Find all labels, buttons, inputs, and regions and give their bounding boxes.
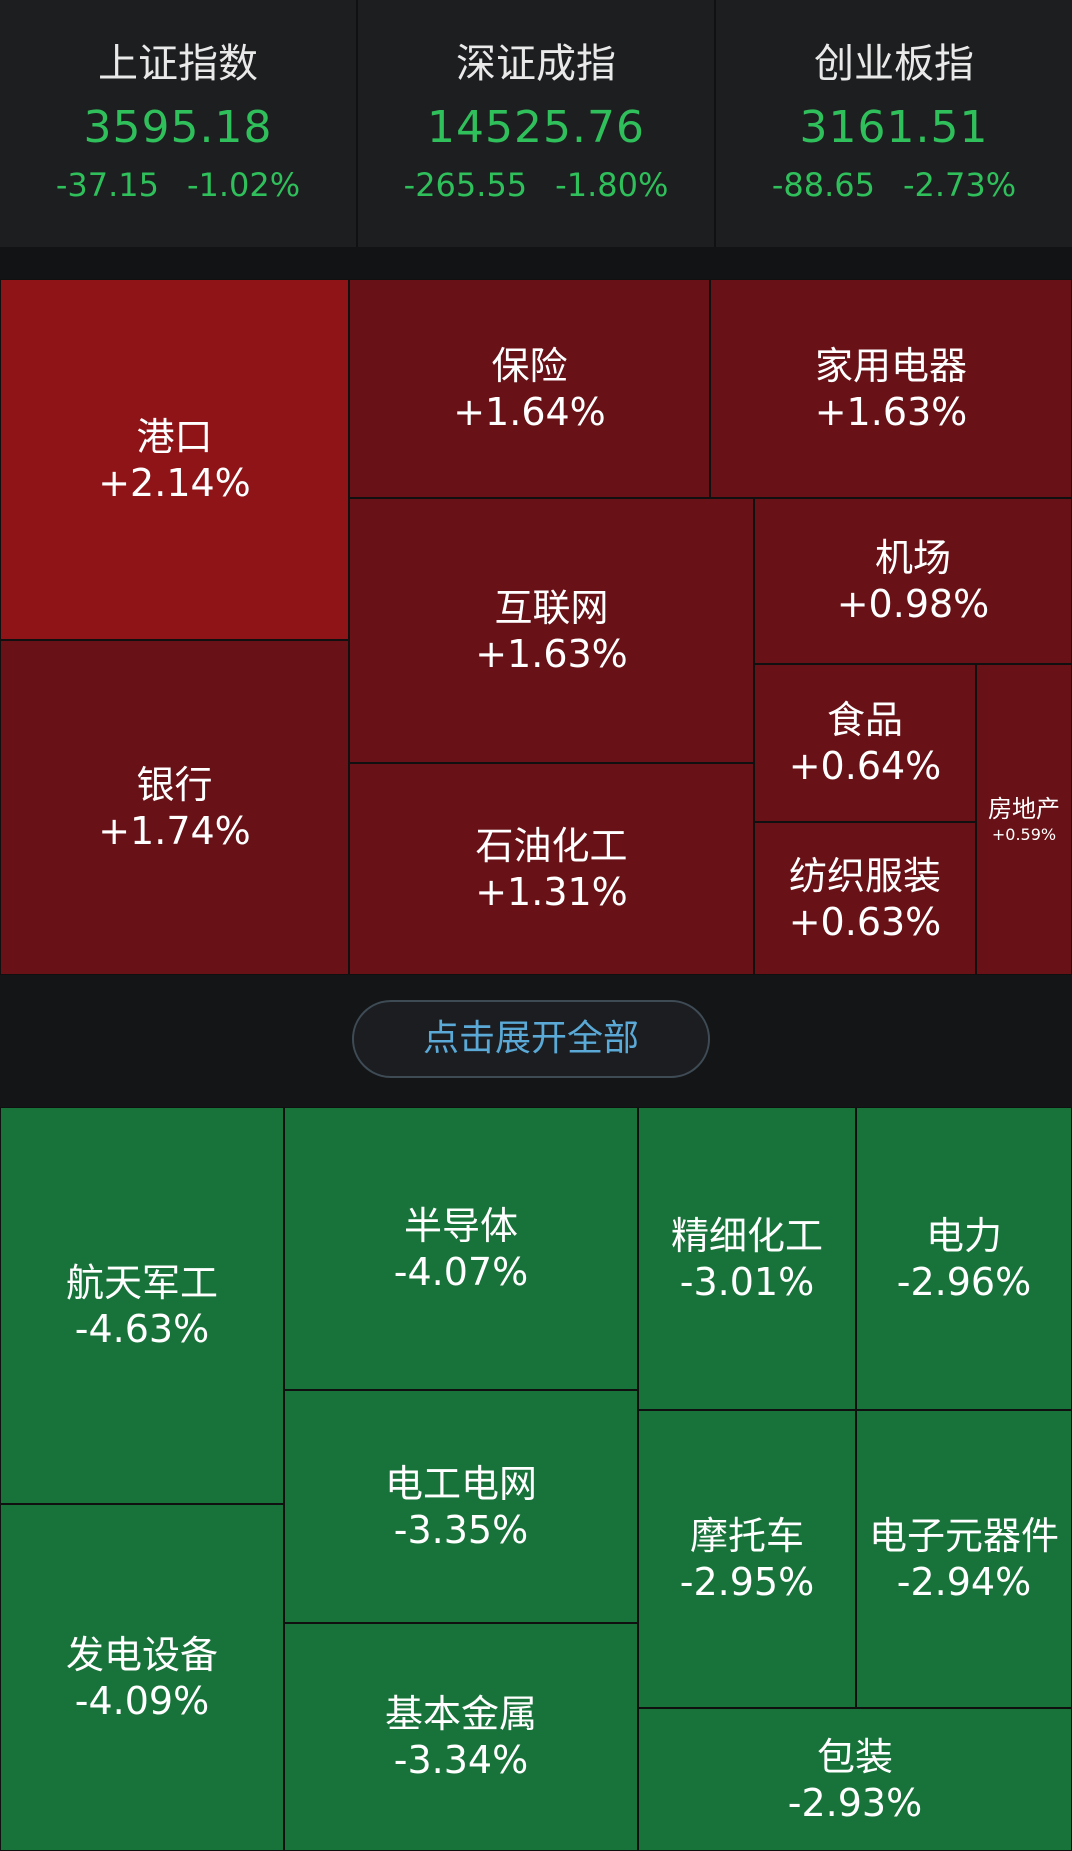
sector-change: +0.98%: [836, 582, 990, 626]
sector-name: 机场: [874, 536, 951, 580]
index-change-points: -265.55: [403, 166, 528, 204]
sector-tile-gainer[interactable]: 互联网 +1.63%: [349, 498, 754, 763]
sector-name: 摩托车: [689, 1514, 804, 1558]
sector-name: 纺织服装: [788, 853, 941, 898]
index-change-percent: -1.80%: [555, 166, 669, 204]
index-change-points: -88.65: [771, 166, 875, 204]
index-change-percent: -1.02%: [186, 166, 301, 204]
sector-name: 保险: [491, 343, 568, 388]
sector-change: -3.01%: [679, 1259, 815, 1304]
index-card-shenzhen[interactable]: 深证成指 14525.76 -265.55 -1.80%: [356, 0, 714, 247]
sector-change: -2.95%: [679, 1560, 815, 1604]
index-name: 上证指数: [98, 41, 258, 87]
sector-name: 石油化工: [475, 824, 628, 868]
sector-change: +1.31%: [475, 870, 628, 914]
sector-change: +0.59%: [991, 824, 1057, 844]
sector-tile-gainer[interactable]: 食品 +0.64%: [754, 664, 976, 822]
sector-name: 基本金属: [384, 1692, 537, 1736]
sector-change: +1.63%: [814, 389, 968, 434]
sector-name: 港口: [136, 414, 213, 459]
sector-tile-gainer[interactable]: 纺织服装 +0.63%: [754, 822, 976, 975]
sector-name: 食品: [826, 698, 903, 742]
index-change: -88.65 -2.73%: [716, 165, 1072, 205]
expand-zone: 点击展开全部: [0, 975, 1072, 1107]
index-change-points: -37.15: [55, 166, 159, 204]
sector-name: 电力: [925, 1213, 1002, 1258]
sector-name: 包装: [816, 1734, 893, 1779]
sector-tile-gainer[interactable]: 港口 +2.14%: [0, 279, 349, 640]
sector-tile-gainer[interactable]: 房地产 +0.59%: [976, 664, 1072, 975]
index-name: 深证成指: [456, 41, 616, 87]
index-value: 3595.18: [83, 102, 273, 153]
sector-change: -3.35%: [393, 1507, 529, 1552]
section-divider: [0, 247, 1072, 279]
index-change: -265.55 -1.80%: [358, 165, 714, 205]
index-card-shanghai[interactable]: 上证指数 3595.18 -37.15 -1.02%: [0, 0, 356, 247]
sector-change: -4.09%: [74, 1678, 210, 1723]
sector-tile-loser[interactable]: 精细化工 -3.01%: [638, 1107, 856, 1410]
sector-change: +1.63%: [475, 631, 628, 676]
sector-tile-gainer[interactable]: 家用电器 +1.63%: [710, 279, 1072, 498]
sector-change: -2.94%: [896, 1560, 1032, 1604]
sector-tile-loser[interactable]: 发电设备 -4.09%: [0, 1504, 284, 1851]
sector-change: -2.96%: [896, 1259, 1032, 1304]
sector-change: -4.07%: [393, 1249, 529, 1294]
sector-name: 房地产: [988, 794, 1060, 823]
index-value: 14525.76: [427, 102, 645, 153]
sector-tile-gainer[interactable]: 保险 +1.64%: [349, 279, 710, 498]
sector-tile-loser[interactable]: 航天军工 -4.63%: [0, 1107, 284, 1504]
sector-name: 银行: [136, 762, 213, 807]
sector-change: -2.93%: [787, 1780, 923, 1825]
sector-name: 半导体: [403, 1203, 518, 1248]
sector-change: +0.63%: [788, 899, 942, 944]
sector-name: 精细化工: [670, 1213, 823, 1258]
sector-tile-gainer[interactable]: 石油化工 +1.31%: [349, 763, 754, 975]
sector-tile-loser[interactable]: 摩托车 -2.95%: [638, 1410, 856, 1708]
sector-change: +2.14%: [98, 460, 251, 505]
sector-change: -3.34%: [393, 1738, 529, 1782]
sector-change: -4.63%: [74, 1306, 210, 1351]
expand-all-button[interactable]: 点击展开全部: [352, 1000, 710, 1078]
sector-tile-gainer[interactable]: 机场 +0.98%: [754, 498, 1072, 664]
sector-name: 家用电器: [814, 343, 967, 388]
sector-name: 发电设备: [65, 1632, 218, 1677]
index-change: -37.15 -1.02%: [0, 165, 356, 205]
sector-change: +0.64%: [788, 744, 942, 788]
index-summary-bar: 上证指数 3595.18 -37.15 -1.02% 深证成指 14525.76 …: [0, 0, 1072, 247]
sector-tile-loser[interactable]: 电力 -2.96%: [856, 1107, 1072, 1410]
sector-tile-loser[interactable]: 半导体 -4.07%: [284, 1107, 638, 1390]
sector-name: 航天军工: [65, 1260, 218, 1305]
sector-name: 电子元器件: [868, 1514, 1059, 1558]
sector-tile-loser[interactable]: 基本金属 -3.34%: [284, 1623, 638, 1851]
sector-name: 互联网: [494, 585, 609, 630]
index-name: 创业板指: [814, 41, 974, 87]
sector-name: 电工电网: [384, 1461, 537, 1506]
index-change-percent: -2.73%: [902, 166, 1017, 204]
sector-tile-loser[interactable]: 电工电网 -3.35%: [284, 1390, 638, 1623]
sector-change: +1.64%: [453, 389, 606, 434]
sector-tile-loser[interactable]: 包装 -2.93%: [638, 1708, 1072, 1851]
index-card-chinext[interactable]: 创业板指 3161.51 -88.65 -2.73%: [714, 0, 1072, 247]
sector-change: +1.74%: [98, 808, 251, 853]
sector-tile-gainer[interactable]: 银行 +1.74%: [0, 640, 349, 975]
index-value: 3161.51: [799, 102, 989, 153]
sector-tile-loser[interactable]: 电子元器件 -2.94%: [856, 1410, 1072, 1708]
